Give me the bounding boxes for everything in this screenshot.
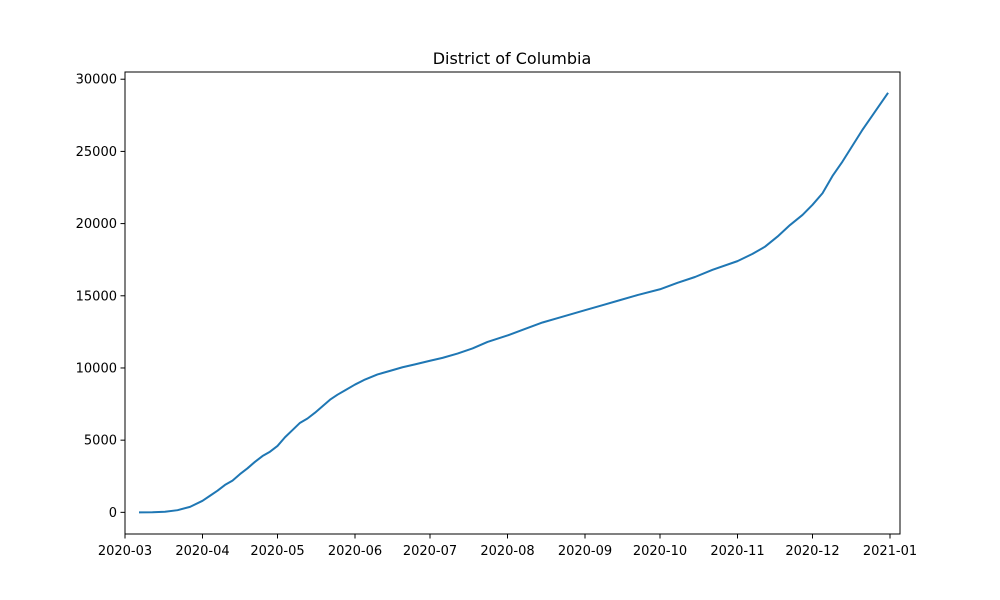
- x-tick-label-4: 2020-07: [403, 544, 457, 559]
- x-tick-label-10: 2021-01: [863, 544, 917, 559]
- series-line-0: [138, 92, 889, 514]
- y-tick-label-6: 30000: [76, 73, 117, 88]
- x-tick-label-2: 2020-05: [250, 544, 304, 559]
- x-tick-label-5: 2020-08: [480, 544, 534, 559]
- x-tick-label-7: 2020-10: [633, 544, 687, 559]
- x-tick-label-0: 2020-03: [98, 544, 152, 559]
- plot-frame: [124, 71, 901, 535]
- y-tick-label-0: 0: [109, 506, 117, 521]
- x-tick-label-6: 2020-09: [558, 544, 612, 559]
- y-axis: 0 5000 10000 15000 20000 25000 30000: [76, 73, 125, 521]
- y-tick-label-5: 25000: [76, 145, 117, 160]
- chart-title: District of Columbia: [433, 49, 592, 68]
- y-tick-label-4: 20000: [76, 217, 117, 232]
- plot-lines: [138, 92, 889, 514]
- x-tick-label-3: 2020-06: [328, 544, 382, 559]
- y-tick-label-3: 15000: [76, 289, 117, 304]
- x-tick-label-1: 2020-04: [175, 544, 229, 559]
- x-tick-label-9: 2020-12: [785, 544, 839, 559]
- y-tick-label-2: 10000: [76, 361, 117, 376]
- y-tick-label-1: 5000: [84, 434, 117, 449]
- x-tick-label-8: 2020-11: [710, 544, 764, 559]
- x-axis: 2020-03 2020-04 2020-05 2020-06 2020-07 2020-…: [98, 534, 917, 559]
